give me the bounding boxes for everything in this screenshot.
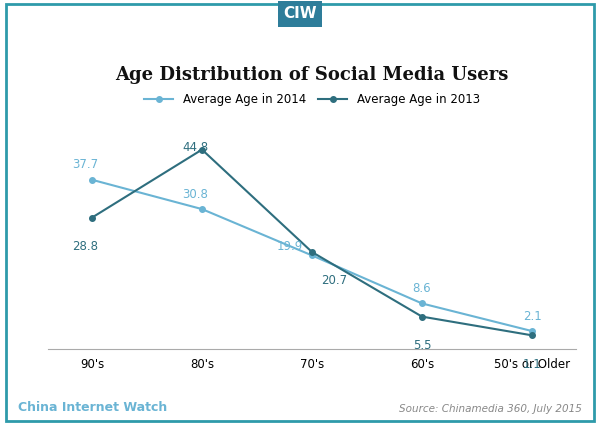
Average Age in 2014 [529, 329, 536, 334]
Average Age in 2013 [88, 215, 95, 220]
Text: 20.7: 20.7 [321, 274, 347, 287]
Text: 44.8: 44.8 [182, 141, 208, 154]
Line: Average Age in 2013: Average Age in 2013 [89, 147, 535, 338]
Text: 19.9: 19.9 [277, 240, 303, 252]
Text: China Internet Watch: China Internet Watch [18, 401, 167, 414]
Line: Average Age in 2014: Average Age in 2014 [89, 177, 535, 334]
Text: 5.5: 5.5 [413, 339, 431, 352]
Text: 2.1: 2.1 [523, 310, 541, 323]
Average Age in 2014 [308, 253, 316, 258]
Average Age in 2014 [418, 301, 425, 306]
Text: 28.8: 28.8 [72, 240, 98, 253]
Text: Source: Chinamedia 360, July 2015: Source: Chinamedia 360, July 2015 [399, 404, 582, 414]
Text: 8.6: 8.6 [413, 282, 431, 295]
Average Age in 2014 [88, 177, 95, 182]
Average Age in 2014 [199, 207, 206, 212]
Average Age in 2013 [308, 249, 316, 255]
Title: Age Distribution of Social Media Users: Age Distribution of Social Media Users [115, 66, 509, 84]
Average Age in 2013 [418, 314, 425, 319]
Average Age in 2013 [529, 333, 536, 338]
Legend: Average Age in 2014, Average Age in 2013: Average Age in 2014, Average Age in 2013 [139, 88, 485, 110]
Text: CIW: CIW [283, 6, 317, 21]
Average Age in 2013 [199, 147, 206, 152]
Text: 37.7: 37.7 [72, 159, 98, 171]
Text: 1.1: 1.1 [523, 357, 541, 371]
Text: 30.8: 30.8 [182, 188, 208, 201]
